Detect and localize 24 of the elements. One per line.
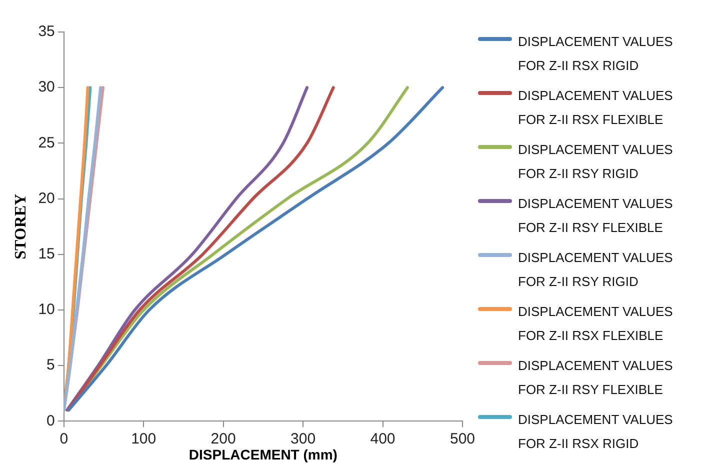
x-axis-title: DISPLACEMENT (mm) bbox=[188, 446, 338, 462]
y-tick-label: 20 bbox=[38, 190, 55, 207]
legend-label: DISPLACEMENT VALUES FOR Z-II RSX FLEXIBLE bbox=[518, 87, 674, 129]
y-tick-label: 30 bbox=[38, 78, 55, 96]
x-tick-label: 100 bbox=[131, 430, 156, 448]
y-tick-label: 15 bbox=[38, 246, 55, 263]
legend-label: DISPLACEMENT VALUES FOR Z-II RSX FLEXIBLE bbox=[518, 303, 674, 345]
legend-label: DISPLACEMENT VALUES FOR Z-II RSY FLEXIBLE bbox=[518, 357, 674, 399]
legend-label: DISPLACEMENT VALUES FOR Z-II RSX RIGID bbox=[518, 33, 674, 75]
y-tick-label: 35 bbox=[38, 23, 55, 40]
x-tick-label: 400 bbox=[370, 430, 396, 448]
legend-label: DISPLACEMENT VALUES FOR Z-II RSY RIGID bbox=[518, 249, 674, 291]
legend-label: DISPLACEMENT VALUES FOR Z-II RSX RIGID bbox=[518, 411, 674, 453]
x-tick-label: 200 bbox=[210, 430, 236, 448]
y-tick-label: 5 bbox=[46, 356, 55, 374]
legend-label: DISPLACEMENT VALUES FOR Z-II RSY FLEXIBLE bbox=[518, 195, 674, 237]
y-tick-label: 0 bbox=[46, 412, 55, 430]
x-tick-label: 300 bbox=[290, 430, 316, 448]
y-tick-label: 10 bbox=[38, 301, 55, 318]
x-tick-label: 500 bbox=[450, 430, 475, 448]
x-tick-label: 0 bbox=[60, 430, 68, 448]
y-tick-label: 25 bbox=[38, 134, 55, 152]
legend-label: DISPLACEMENT VALUES FOR Z-II RSY RIGID bbox=[518, 141, 674, 183]
y-axis-title: STOREY bbox=[12, 193, 30, 260]
